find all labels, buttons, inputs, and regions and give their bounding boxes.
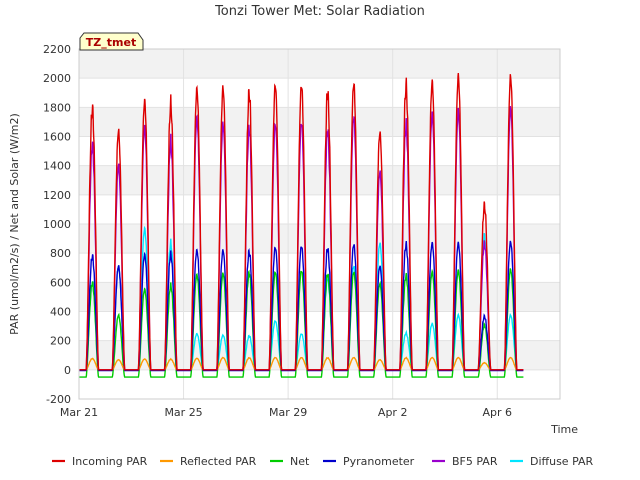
x-tick-label: Apr 2 — [378, 406, 408, 419]
x-tick-label: Mar 25 — [164, 406, 202, 419]
plot-band — [79, 282, 560, 312]
series-line-incoming-par — [79, 72, 524, 371]
legend-item: Net — [270, 455, 310, 468]
y-tick-label: 200 — [50, 335, 71, 348]
legend-label: Reflected PAR — [180, 455, 257, 468]
plot-band — [79, 194, 560, 224]
x-tick-label: Apr 6 — [482, 406, 512, 419]
legend: Incoming PAR Reflected PAR Net Pyranometer B… — [52, 455, 594, 468]
legend-label: Pyranometer — [343, 455, 415, 468]
legend-item: Diffuse PAR — [510, 455, 594, 468]
series-line-pyranometer — [79, 240, 524, 372]
y-tick-label: 0 — [64, 364, 71, 377]
y-ticks: -200 0 200 400 600 800 1000 1200 1400 1600 1800 200… — [43, 43, 71, 406]
y-axis-label: PAR (umol/m2/s) / Net and Solar (W/m2) — [8, 113, 21, 335]
plot-band — [79, 49, 560, 79]
plot-band — [79, 107, 560, 137]
x-axis-label: Time — [550, 423, 578, 436]
legend-item: BF5 PAR — [432, 455, 498, 468]
y-tick-label: 1200 — [43, 189, 71, 202]
plot-band — [79, 369, 560, 399]
station-badge-text: TZ_tmet — [86, 36, 136, 49]
plot-band — [79, 224, 560, 254]
y-tick-label: 1400 — [43, 160, 71, 173]
chart-title: Tonzi Tower Met: Solar Radiation — [214, 4, 425, 19]
series-line-net — [79, 268, 524, 378]
y-tick-label: 800 — [50, 247, 71, 260]
legend-item: Pyranometer — [323, 455, 415, 468]
legend-label: Net — [290, 455, 310, 468]
plot-band — [79, 253, 560, 283]
y-tick-label: 2000 — [43, 72, 71, 85]
legend-item: Incoming PAR — [52, 455, 148, 468]
y-tick-label: 1000 — [43, 218, 71, 231]
legend-label: Diffuse PAR — [530, 455, 594, 468]
station-badge: TZ_tmet — [79, 32, 144, 51]
legend-label: Incoming PAR — [72, 455, 148, 468]
plot-band — [79, 165, 560, 195]
legend-item: Reflected PAR — [160, 455, 257, 468]
series-lines — [79, 72, 524, 378]
plot-band — [79, 78, 560, 108]
y-tick-label: 1800 — [43, 101, 71, 114]
plot-band — [79, 136, 560, 166]
y-tick-label: -200 — [46, 393, 71, 406]
y-tick-label: 400 — [50, 306, 71, 319]
x-ticks: Mar 21 Mar 25 Mar 29 Apr 2 Apr 6 — [60, 406, 512, 419]
x-tick-label: Mar 29 — [269, 406, 307, 419]
legend-label: BF5 PAR — [452, 455, 498, 468]
y-tick-label: 1600 — [43, 131, 71, 144]
y-tick-label: 600 — [50, 276, 71, 289]
y-tick-label: 2200 — [43, 43, 71, 56]
plot-frame — [78, 48, 561, 400]
x-tick-label: Mar 21 — [60, 406, 98, 419]
